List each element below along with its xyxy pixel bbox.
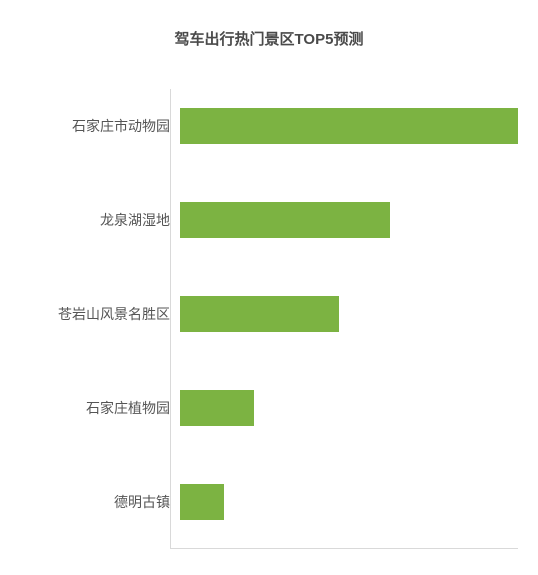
bar (180, 108, 518, 144)
category-label: 苍岩山风景名胜区 (20, 304, 180, 324)
category-label: 德明古镇 (20, 492, 180, 512)
chart-row: 石家庄市动物园 (20, 108, 518, 144)
category-label: 石家庄市动物园 (20, 116, 180, 136)
category-label: 石家庄植物园 (20, 398, 180, 418)
chart-row: 龙泉湖湿地 (20, 202, 518, 238)
chart-row: 德明古镇 (20, 484, 518, 520)
bar-track (180, 108, 518, 144)
chart-body: 石家庄市动物园龙泉湖湿地苍岩山风景名胜区石家庄植物园德明古镇 (20, 89, 518, 549)
bar-track (180, 296, 518, 332)
bar (180, 296, 339, 332)
chart-title: 驾车出行热门景区TOP5预测 (20, 28, 518, 49)
category-label: 龙泉湖湿地 (20, 210, 180, 230)
bar (180, 390, 254, 426)
bar-track (180, 484, 518, 520)
bar (180, 484, 224, 520)
bar-track (180, 202, 518, 238)
chart-container: 驾车出行热门景区TOP5预测 石家庄市动物园龙泉湖湿地苍岩山风景名胜区石家庄植物… (0, 0, 538, 575)
x-axis-line (170, 548, 518, 549)
chart-row: 石家庄植物园 (20, 390, 518, 426)
bar-track (180, 390, 518, 426)
bar (180, 202, 390, 238)
chart-row: 苍岩山风景名胜区 (20, 296, 518, 332)
